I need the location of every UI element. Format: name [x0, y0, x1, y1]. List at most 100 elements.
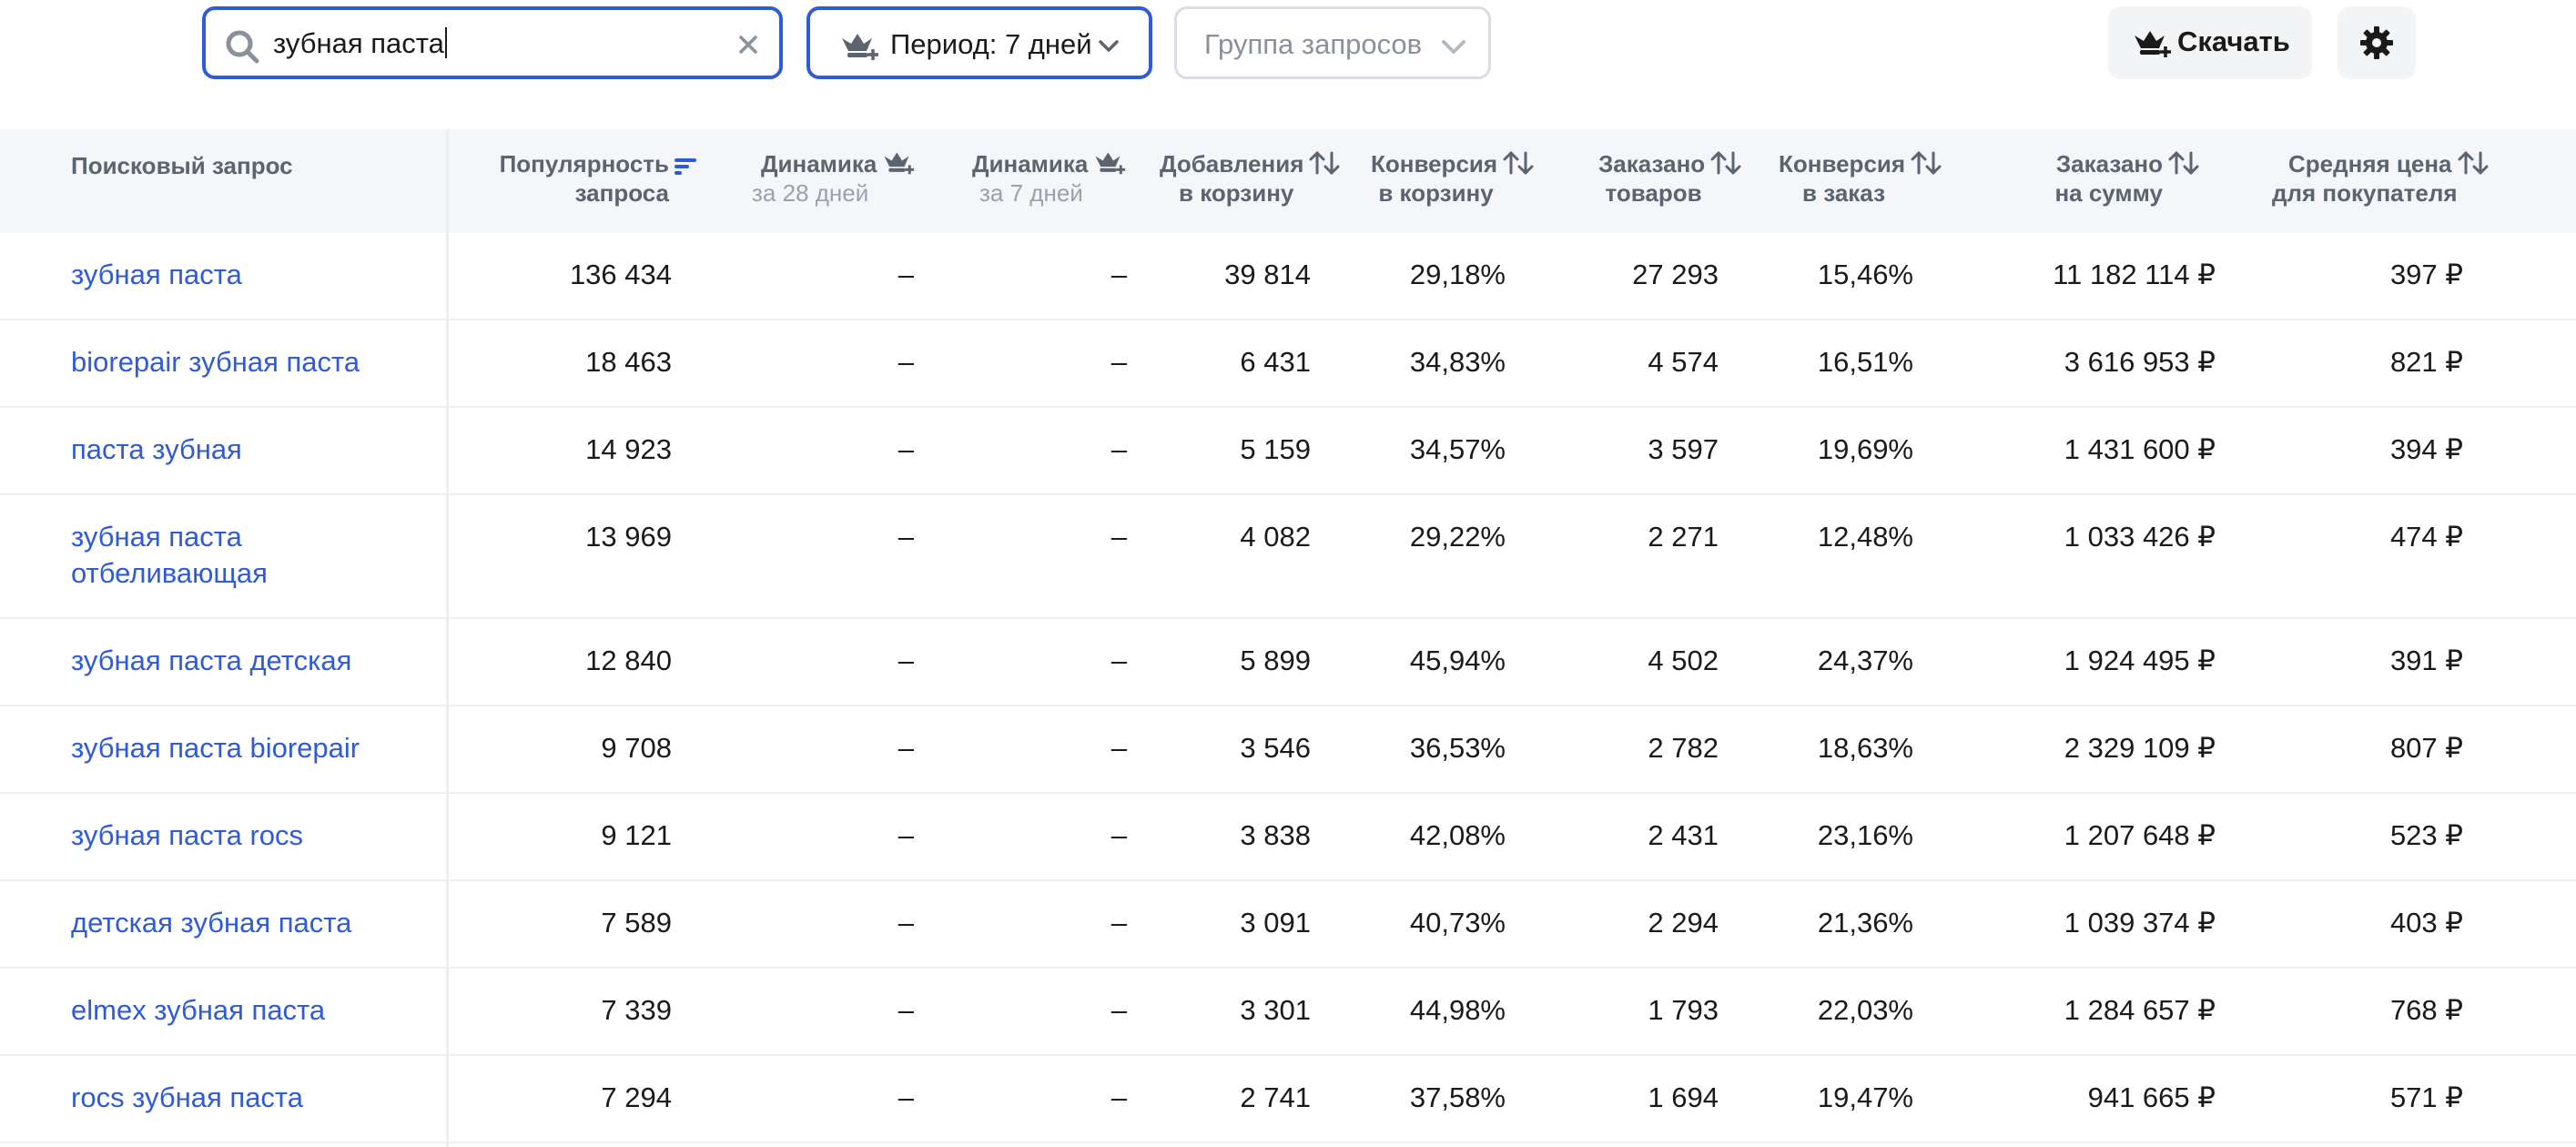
- search-input[interactable]: зубная паста: [202, 6, 783, 79]
- sort-icon: [1911, 151, 1942, 175]
- column-divider: [446, 129, 449, 1147]
- cell-popularity: 12 840: [585, 645, 672, 676]
- cell-conv-cart: 29,18%: [1409, 259, 1506, 290]
- cell-avg-price: 821 ₽: [2389, 346, 2463, 378]
- cell-ordered-items: 1 694: [1648, 1081, 1719, 1113]
- cell-dyn7: –: [1111, 346, 1127, 378]
- cell-conv-cart: 45,94%: [1409, 645, 1506, 676]
- query-link[interactable]: зубная паста детская: [71, 645, 352, 676]
- cell-ordered-sum: 1 284 657 ₽: [2064, 994, 2216, 1026]
- cell-popularity: 136 434: [569, 259, 672, 290]
- cell-conv-cart: 36,53%: [1409, 732, 1506, 764]
- header-dynamics-7[interactable]: Динамика за 7 дней: [972, 149, 1126, 208]
- cell-popularity: 13 969: [585, 521, 672, 553]
- chevron-down-icon: [1442, 40, 1465, 54]
- cell-dyn28: –: [898, 645, 914, 676]
- cell-ordered-items: 27 293: [1632, 259, 1719, 290]
- cell-conv-order: 16,51%: [1817, 346, 1913, 378]
- header-conversion-cart[interactable]: Конверсия в корзину: [1371, 149, 1534, 208]
- header-popularity[interactable]: Популярность запроса: [460, 149, 696, 208]
- table-row: rocs зубная паста 7 294 – – 2 741 37,58% 1 694…: [0, 1056, 2576, 1143]
- query-link[interactable]: зубная паста: [71, 259, 242, 290]
- cell-ordered-items: 3 597: [1648, 433, 1719, 465]
- cell-conv-cart: 44,98%: [1409, 994, 1506, 1026]
- sort-icon: [1503, 151, 1534, 175]
- query-group-select[interactable]: Группа запросов: [1174, 6, 1491, 79]
- crown-plus-icon: [884, 152, 915, 175]
- cell-dyn7: –: [1111, 259, 1127, 290]
- cell-dyn7: –: [1111, 907, 1127, 939]
- cell-avg-price: 474 ₽: [2389, 521, 2463, 553]
- cell-dyn28: –: [898, 994, 914, 1026]
- cell-dyn7: –: [1111, 994, 1127, 1026]
- cell-conv-order: 19,69%: [1817, 433, 1913, 465]
- sort-icon: [1309, 151, 1340, 175]
- cell-cart-adds: 2 741: [1240, 1081, 1311, 1113]
- query-group-placeholder: Группа запросов: [1204, 28, 1423, 60]
- cell-avg-price: 571 ₽: [2389, 1081, 2463, 1113]
- cell-ordered-items: 2 431: [1648, 819, 1719, 851]
- query-link[interactable]: зубная паста rocs: [71, 819, 304, 851]
- cell-dyn28: –: [898, 259, 914, 290]
- query-link[interactable]: детская зубная паста: [71, 907, 352, 939]
- cell-popularity: 14 923: [585, 433, 672, 465]
- cell-conv-cart: 34,57%: [1409, 433, 1506, 465]
- cell-avg-price: 768 ₽: [2389, 994, 2463, 1026]
- cell-avg-price: 807 ₽: [2389, 732, 2463, 764]
- table-row: зубная паста biorepair 9 708 – – 3 546 36,53%…: [0, 706, 2576, 794]
- cell-ordered-sum: 1 033 426 ₽: [2064, 521, 2216, 553]
- crown-plus-icon: [2135, 31, 2171, 57]
- table-row: паста зубная 14 923 – – 5 159 34,57% 3 597 19,6…: [0, 408, 2576, 495]
- query-link[interactable]: зубная паста biorepair: [71, 732, 360, 764]
- cell-dyn7: –: [1111, 819, 1127, 851]
- cell-popularity: 18 463: [585, 346, 672, 378]
- cell-dyn28: –: [898, 732, 914, 764]
- sort-icon: [2168, 151, 2199, 175]
- query-link[interactable]: rocs зубная паста: [71, 1081, 304, 1113]
- cell-conv-order: 21,36%: [1817, 907, 1913, 939]
- header-query[interactable]: Поисковый запрос: [71, 152, 293, 179]
- cell-cart-adds: 39 814: [1224, 259, 1311, 290]
- header-dynamics-28[interactable]: Динамика за 28 дней: [752, 149, 915, 208]
- settings-button[interactable]: [2338, 6, 2416, 79]
- clear-icon[interactable]: [734, 30, 763, 59]
- cell-conv-order: 24,37%: [1817, 645, 1913, 676]
- cell-popularity: 9 708: [601, 732, 672, 764]
- cell-conv-order: 15,46%: [1817, 259, 1913, 290]
- cell-cart-adds: 6 431: [1240, 346, 1311, 378]
- download-button[interactable]: Скачать: [2108, 6, 2312, 79]
- cell-dyn7: –: [1111, 1081, 1127, 1113]
- header-avg-price[interactable]: Средняя цена для покупателя: [2272, 149, 2489, 208]
- header-ordered-items[interactable]: Заказано товаров: [1598, 149, 1741, 208]
- sort-icon: [2458, 151, 2488, 175]
- query-link[interactable]: зубная паста отбеливающая: [71, 521, 268, 589]
- cell-popularity: 7 294: [601, 1081, 672, 1113]
- cell-dyn28: –: [898, 521, 914, 553]
- cell-ordered-items: 4 574: [1648, 346, 1719, 378]
- cell-conv-cart: 34,83%: [1409, 346, 1506, 378]
- header-conversion-order[interactable]: Конверсия в заказ: [1779, 149, 1942, 208]
- cell-cart-adds: 3 838: [1240, 819, 1311, 851]
- cell-conv-cart: 37,58%: [1409, 1081, 1506, 1113]
- cell-ordered-sum: 1 431 600 ₽: [2064, 433, 2216, 465]
- table-row: elmex зубная паста 7 339 – – 3 301 44,98% 1 79…: [0, 969, 2576, 1056]
- cell-dyn28: –: [898, 346, 914, 378]
- query-link[interactable]: biorepair зубная паста: [71, 346, 360, 378]
- header-ordered-sum[interactable]: Заказано на сумму: [1962, 149, 2199, 208]
- table-header: Поисковый запрос Популярность запроса Ди…: [0, 129, 2576, 233]
- cell-avg-price: 394 ₽: [2389, 433, 2463, 465]
- cell-ordered-sum: 11 182 114 ₽: [2053, 259, 2216, 290]
- period-select[interactable]: Период: 7 дней: [806, 6, 1152, 79]
- download-label: Скачать: [2177, 25, 2290, 57]
- cell-cart-adds: 5 159: [1240, 433, 1311, 465]
- cell-ordered-items: 1 793: [1648, 994, 1719, 1026]
- cell-conv-order: 23,16%: [1817, 819, 1913, 851]
- query-link[interactable]: elmex зубная паста: [71, 994, 326, 1026]
- cell-dyn7: –: [1111, 732, 1127, 764]
- cell-dyn7: –: [1111, 645, 1127, 676]
- query-link[interactable]: паста зубная: [71, 433, 242, 465]
- table-row: детская зубная паста 7 589 – – 3 091 40,73% 2 …: [0, 881, 2576, 969]
- cell-popularity: 7 339: [601, 994, 672, 1026]
- cell-ordered-sum: 941 665 ₽: [2087, 1081, 2216, 1113]
- header-cart-adds[interactable]: Добавления в корзину: [1160, 149, 1340, 208]
